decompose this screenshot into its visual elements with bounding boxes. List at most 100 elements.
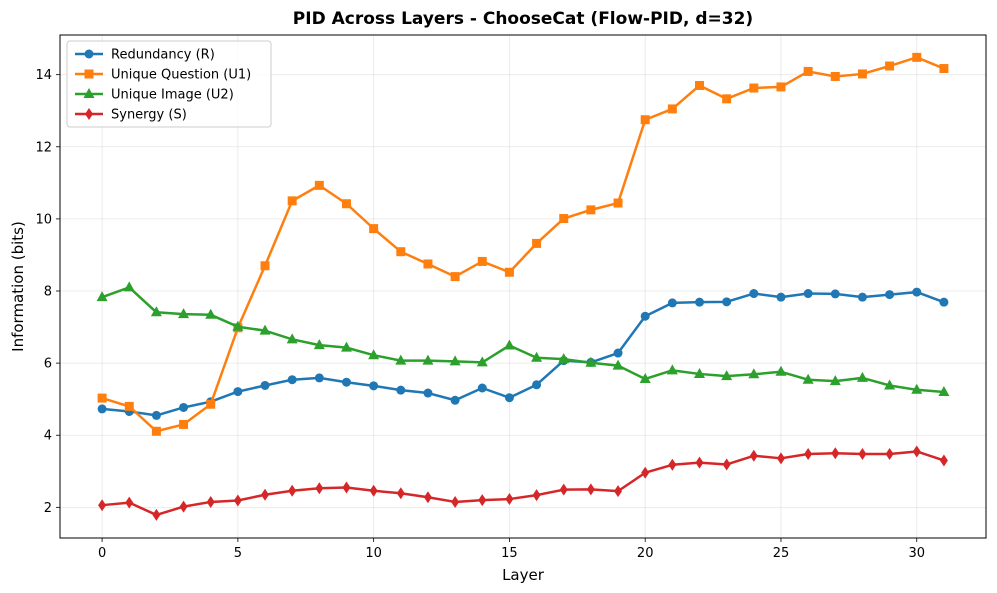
- data-point: [451, 495, 460, 508]
- data-point: [396, 247, 406, 257]
- data-point: [722, 297, 732, 307]
- x-axis-label: Layer: [502, 566, 545, 584]
- data-point: [640, 115, 650, 125]
- series-0: [97, 287, 949, 420]
- x-tick-label: 0: [98, 546, 106, 561]
- data-point: [96, 291, 108, 302]
- y-tick-label: 10: [35, 212, 52, 227]
- data-point: [666, 364, 678, 375]
- x-tick-label: 15: [501, 546, 518, 561]
- data-point: [369, 224, 379, 234]
- data-point: [939, 454, 948, 467]
- data-point: [938, 385, 950, 396]
- data-point: [422, 354, 434, 365]
- data-point: [476, 356, 488, 367]
- data-point: [369, 484, 378, 497]
- data-point: [749, 449, 758, 462]
- data-point: [342, 481, 351, 494]
- data-point: [614, 485, 623, 498]
- y-tick-label: 14: [35, 68, 52, 83]
- data-point: [912, 52, 922, 62]
- data-point: [504, 267, 514, 277]
- data-point: [98, 499, 107, 512]
- data-point: [151, 410, 161, 420]
- legend-marker: [85, 108, 93, 120]
- data-point: [503, 339, 515, 350]
- data-point: [857, 69, 867, 79]
- data-point: [749, 83, 759, 93]
- data-point: [558, 353, 570, 364]
- data-point: [857, 292, 867, 302]
- data-point: [286, 333, 298, 344]
- data-point: [287, 196, 297, 206]
- data-point: [776, 452, 785, 465]
- data-point: [885, 447, 894, 460]
- data-point: [695, 80, 705, 90]
- data-point: [668, 458, 677, 471]
- data-point: [395, 354, 407, 365]
- data-point: [585, 356, 597, 367]
- legend-entry: Synergy (S): [111, 108, 187, 123]
- data-point: [97, 393, 107, 403]
- data-point: [314, 180, 324, 190]
- data-point: [288, 484, 297, 497]
- data-point: [939, 297, 949, 307]
- data-point: [532, 238, 542, 248]
- data-point: [206, 399, 216, 409]
- data-point: [532, 489, 541, 502]
- data-point: [205, 308, 217, 319]
- data-point: [749, 289, 759, 299]
- legend-entry: Redundancy (R): [111, 48, 215, 63]
- data-point: [150, 306, 162, 317]
- data-point: [124, 401, 134, 411]
- plot-frame: [59, 34, 987, 539]
- data-point: [314, 373, 324, 383]
- data-point: [478, 494, 487, 507]
- data-point: [123, 281, 135, 292]
- data-point: [233, 494, 242, 507]
- data-point: [586, 205, 596, 215]
- data-point: [775, 365, 787, 376]
- data-point: [721, 370, 733, 381]
- data-point: [531, 351, 543, 362]
- data-point: [313, 339, 325, 350]
- data-point: [261, 488, 270, 501]
- data-point: [179, 402, 189, 412]
- data-point: [858, 447, 867, 460]
- data-point: [613, 198, 623, 208]
- y-tick-label: 4: [44, 429, 52, 444]
- data-point: [776, 292, 786, 302]
- data-point: [287, 375, 297, 385]
- data-point: [586, 483, 595, 496]
- data-point: [559, 214, 569, 224]
- series-layer: [96, 52, 950, 521]
- data-point: [856, 371, 868, 382]
- data-point: [722, 458, 731, 471]
- data-point: [912, 287, 922, 297]
- data-point: [640, 311, 650, 321]
- data-point: [260, 261, 270, 271]
- data-point: [776, 82, 786, 92]
- data-point: [639, 372, 651, 383]
- data-point: [694, 367, 706, 378]
- data-point: [505, 493, 514, 506]
- y-tick-label: 12: [35, 140, 52, 155]
- data-point: [450, 395, 460, 405]
- data-point: [613, 348, 623, 358]
- x-tick-label: 5: [234, 546, 242, 561]
- data-point: [125, 496, 134, 509]
- y-axis-label: Information (bits): [9, 221, 27, 352]
- series-line: [101, 286, 945, 394]
- data-point: [423, 491, 432, 504]
- data-point: [667, 104, 677, 114]
- data-point: [641, 466, 650, 479]
- data-point: [612, 359, 624, 370]
- data-point: [829, 375, 841, 386]
- data-point: [830, 289, 840, 299]
- data-point: [396, 385, 406, 395]
- data-point: [477, 383, 487, 393]
- data-point: [152, 508, 161, 521]
- data-point: [97, 404, 107, 414]
- x-tick-label: 10: [365, 546, 382, 561]
- data-point: [885, 290, 895, 300]
